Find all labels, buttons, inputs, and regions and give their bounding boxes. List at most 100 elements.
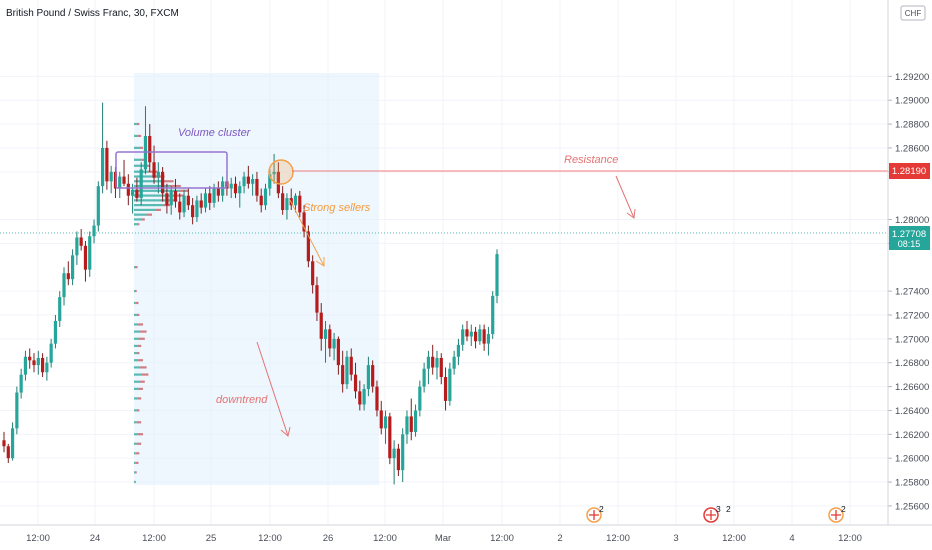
candle-body (161, 171, 165, 194)
candle-body (486, 334, 491, 344)
y-tick-label: 1.27400 (895, 287, 929, 298)
candle-body (263, 188, 268, 206)
resistance-price-label: 1.28190 (889, 163, 930, 179)
downtrend-arrow[interactable] (256, 341, 289, 437)
profile-bar-up (134, 146, 140, 149)
candle-body (379, 410, 383, 429)
strong-sellers-arrowhead (315, 257, 325, 267)
economic-event-1[interactable]: 2 (586, 504, 604, 523)
profile-bar-up (134, 184, 170, 188)
candle-body (443, 377, 448, 401)
candle-body (49, 343, 53, 363)
candle-body (242, 176, 246, 187)
candle-body (246, 176, 250, 184)
candle-body (238, 186, 242, 194)
candle-body (272, 171, 276, 175)
price-axis[interactable]: 1.292001.290001.288001.286001.284001.280… (895, 72, 929, 513)
candle-body (426, 356, 431, 369)
strong-sellers-label: Strong sellers (303, 202, 371, 214)
profile-bar-up (134, 122, 137, 126)
x-tick-label: 12:00 (606, 533, 630, 544)
candle-body (259, 195, 263, 206)
profile-bar-up (134, 344, 138, 348)
candle-body (293, 195, 298, 206)
y-tick-label: 1.26200 (895, 430, 929, 441)
x-tick-label: 12:00 (258, 533, 282, 544)
candle-body (319, 312, 323, 339)
profile-bar-up (134, 164, 143, 167)
x-tick-label: 25 (206, 533, 217, 544)
candle-body (92, 225, 96, 237)
candle-body (165, 193, 169, 206)
economic-event-2[interactable]: 3 2 (703, 504, 731, 523)
profile-bar-down (136, 122, 140, 126)
candle-body (191, 205, 195, 218)
volume-cluster-box[interactable] (115, 151, 228, 189)
candle-body (15, 392, 19, 429)
candle-body (405, 416, 409, 435)
candle-body (58, 297, 62, 321)
candle-body (83, 245, 88, 270)
profile-bar-down (137, 344, 142, 348)
candle-body (418, 386, 422, 411)
y-tick-label: 1.26400 (895, 406, 929, 417)
x-tick-label: 26 (323, 533, 334, 544)
time-axis[interactable]: 12:00 24 12:00 25 12:00 26 12:00 Mar 12:00 2 12:00… (26, 533, 862, 544)
profile-bar-up (134, 366, 140, 369)
candle-body (413, 410, 418, 432)
resistance-arrow[interactable] (615, 175, 635, 219)
candle-body (388, 416, 392, 459)
profile-bar-down (135, 301, 139, 305)
candle-body (375, 386, 379, 411)
profile-bar-up (134, 387, 139, 390)
candle-body (341, 365, 345, 385)
profile-bar-up (134, 218, 142, 221)
candle-body (353, 374, 358, 392)
candle-body (212, 188, 216, 203)
flag-cross-icon (589, 510, 599, 520)
profile-bar-up (134, 421, 137, 424)
profile-bar-down (135, 452, 140, 455)
candle-body (323, 329, 328, 339)
candle-body (366, 365, 370, 389)
y-tick-label: 1.26800 (895, 358, 929, 369)
candle-body (409, 416, 413, 432)
candle-body (358, 391, 362, 405)
event-badge-2: 3 (716, 504, 721, 514)
candle-body (306, 231, 310, 262)
candle-body (315, 285, 319, 313)
candle-body (452, 356, 456, 369)
candle-body (109, 171, 113, 182)
profile-bar-down (155, 208, 161, 211)
profile-bar-down (138, 337, 145, 340)
candle-body (276, 171, 280, 194)
candle-body (328, 329, 332, 349)
x-tick-label: Mar (435, 533, 451, 544)
flag-cross-icon (706, 510, 716, 520)
profile-bar-down (170, 199, 178, 202)
profile-bar-down (139, 146, 143, 149)
resistance-arrowhead (626, 208, 636, 219)
profile-bar-down (141, 158, 145, 161)
profile-bar-up (134, 409, 137, 412)
resistance-label: Resistance (564, 154, 618, 166)
candles (2, 102, 499, 485)
strong-sellers-circle[interactable] (268, 159, 294, 185)
x-tick-label: 24 (90, 533, 101, 544)
date-range-highlight (134, 73, 379, 485)
event-badge-4: 2 (841, 504, 846, 514)
currency-button[interactable]: CHF (900, 5, 926, 21)
candle-body (186, 195, 190, 206)
profile-bar-up (134, 380, 140, 383)
profile-bar-up (134, 158, 142, 161)
candle-body (422, 368, 426, 387)
candle-body (465, 329, 469, 337)
x-tick-label: 12:00 (373, 533, 397, 544)
profile-bar-down (146, 213, 152, 216)
y-tick-label: 1.26600 (895, 382, 929, 393)
profile-bar-down (136, 351, 140, 355)
y-tick-label: 1.25800 (895, 478, 929, 489)
economic-event-3[interactable]: 2 (828, 504, 846, 523)
candle-body (208, 193, 212, 203)
